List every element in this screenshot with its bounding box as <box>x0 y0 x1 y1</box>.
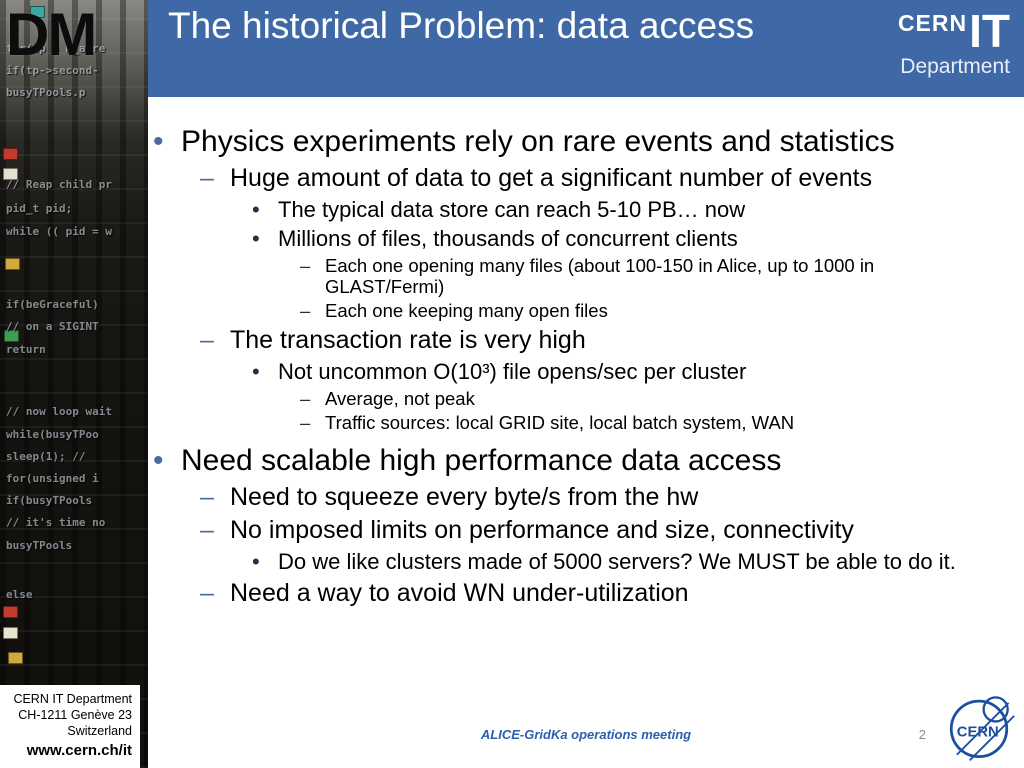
dash-marker: – <box>300 387 311 409</box>
bullet-text: Need a way to avoid WN under-utilization <box>230 578 689 607</box>
code-line: while (( pid = w <box>6 225 112 238</box>
code-line: for(tp = m_atre <box>6 42 106 55</box>
bullet-item-level-4: – Each one opening many files (about 100-… <box>300 255 1010 298</box>
dm-watermark: DM <box>6 1 97 68</box>
bullet-item-level-1: • Physics experiments rely on rare events… <box>148 125 1010 160</box>
bullet-item-level-2: – Need to squeeze every byte/s from the h… <box>200 483 1010 512</box>
bullet-text: Millions of files, thousands of concurre… <box>278 225 738 251</box>
bullet-text: No imposed limits on performance and siz… <box>230 515 854 544</box>
bullet-item-level-3: • Not uncommon O(10³) file opens/sec per … <box>252 359 1010 385</box>
dash-marker: – <box>200 163 214 192</box>
address-line: Switzerland <box>67 724 132 739</box>
bullet-item-level-3: • Do we like clusters made of 5000 server… <box>252 549 1010 575</box>
bullet-item-level-2: – No imposed limits on performance and si… <box>200 516 1010 545</box>
code-line: if(busyTPools <box>6 494 93 507</box>
code-line: else <box>6 588 33 601</box>
bullet-text: Average, not peak <box>325 387 475 409</box>
slide-header: The historical Problem: data access CERN… <box>148 0 1024 97</box>
dash-marker: – <box>300 411 311 433</box>
logo-it-text: IT <box>969 5 1010 57</box>
bullet-item-level-4: – Traffic sources: local GRID site, local… <box>300 412 1010 434</box>
bullet-item-level-2: – Need a way to avoid WN under-utilizatio… <box>200 579 1010 608</box>
bullet-text: The transaction rate is very high <box>230 325 586 354</box>
bullet-text: Not uncommon O(10³) file opens/sec per c… <box>278 358 747 384</box>
bullet-text: Do we like clusters made of 5000 servers… <box>278 548 956 574</box>
bullet-text: Need to squeeze every byte/s from the hw <box>230 482 699 511</box>
code-line: // now loop wait <box>6 405 112 418</box>
bullet-list: • Physics experiments rely on rare events… <box>148 125 1010 608</box>
tape-label-chip <box>30 6 45 18</box>
code-line: sleep(1); // <box>6 450 86 463</box>
code-line: if(beGraceful) <box>6 298 99 311</box>
slide-body: • Physics experiments rely on rare events… <box>148 97 1024 688</box>
tape-label-chip <box>5 258 20 270</box>
bullet-item-level-2: – Huge amount of data to get a significan… <box>200 164 1010 193</box>
dash-marker: – <box>300 254 311 276</box>
cern-it-department-logo: CERN IT Department <box>898 8 1010 77</box>
code-line: // Reap child pr <box>6 178 112 191</box>
dash-marker: – <box>300 299 311 321</box>
bullet-item-level-3: • The typical data store can reach 5-10 P… <box>252 197 1010 223</box>
bullet-text: Huge amount of data to get a significant… <box>230 163 873 192</box>
dash-marker: – <box>200 325 214 354</box>
logo-cern-text: CERN <box>897 10 968 36</box>
address-line: CERN IT Department <box>13 691 132 706</box>
code-line: busyTPools <box>6 539 73 552</box>
tape-label-chip <box>3 148 18 160</box>
dash-marker: – <box>200 482 214 511</box>
bullet-text: The typical data store can reach 5-10 PB… <box>278 196 746 222</box>
bullet-item-level-4: – Each one keeping many open files <box>300 300 1010 322</box>
bullet-item-level-2: – The transaction rate is very high <box>200 326 1010 355</box>
bullet-item-level-4: – Average, not peak <box>300 388 1010 410</box>
dash-marker: – <box>200 578 214 607</box>
bullet-marker: • <box>252 196 260 222</box>
bullet-item-level-3: • Millions of files, thousands of concurr… <box>252 226 1010 252</box>
code-line: return <box>6 343 46 356</box>
code-line: // it's time no <box>6 516 106 529</box>
bullet-marker: • <box>252 225 260 251</box>
tape-label-chip <box>8 652 23 664</box>
code-overlay: for(tp = m_atre if(tp->second-busyTPools.… <box>0 0 148 700</box>
bullet-marker: • <box>153 125 164 158</box>
page-number: 2 <box>918 727 926 742</box>
logo-department-text: Department <box>900 55 1010 78</box>
code-line: while(busyTPoo <box>6 428 99 441</box>
tape-label-chip <box>3 627 18 639</box>
cern-logo: CERN <box>949 696 1015 761</box>
code-line: busyTPools.p <box>6 86 86 99</box>
bullet-text: Physics experiments rely on rare events … <box>181 125 895 158</box>
slide-footer: ALICE-GridKa operations meeting 2 CERN <box>148 688 1024 768</box>
bullet-item-level-1: • Need scalable high performance data acc… <box>148 444 1010 479</box>
code-line: pid_t pid; <box>6 202 73 215</box>
sidebar-photo: for(tp = m_atre if(tp->second-busyTPools.… <box>0 0 148 768</box>
dash-marker: – <box>200 515 214 544</box>
footer-meeting-title: ALICE-GridKa operations meeting <box>480 727 692 742</box>
code-line: // on a SIGINT <box>6 320 99 333</box>
address-lines: CERN IT Department CH-1211 Genève 23 Switz… <box>4 691 132 740</box>
bullet-text: Each one opening many files (about 100-1… <box>325 254 875 298</box>
tape-label-chip <box>4 330 19 342</box>
svg-text:CERN: CERN <box>957 724 999 740</box>
bullet-text: Traffic sources: local GRID site, local … <box>325 411 795 433</box>
bullet-marker: • <box>252 548 260 574</box>
cern-website-link[interactable]: www.cern.ch/it <box>26 741 132 759</box>
tape-labels <box>0 0 148 768</box>
address-line: CH-1211 Genève 23 <box>18 708 132 722</box>
bullet-marker: • <box>153 443 164 477</box>
bullet-text: Each one keeping many open files <box>325 299 608 321</box>
address-box: CERN IT Department CH-1211 Genève 23 Switz… <box>0 684 140 768</box>
code-line: if(tp->second- <box>6 64 99 77</box>
tape-label-chip <box>3 606 18 618</box>
bullet-marker: • <box>252 358 260 384</box>
code-line: for(unsigned i <box>6 472 99 485</box>
slide-title: The historical Problem: data access <box>168 5 755 46</box>
bullet-text: Need scalable high performance data acce… <box>181 443 782 477</box>
tape-label-chip <box>3 168 18 180</box>
